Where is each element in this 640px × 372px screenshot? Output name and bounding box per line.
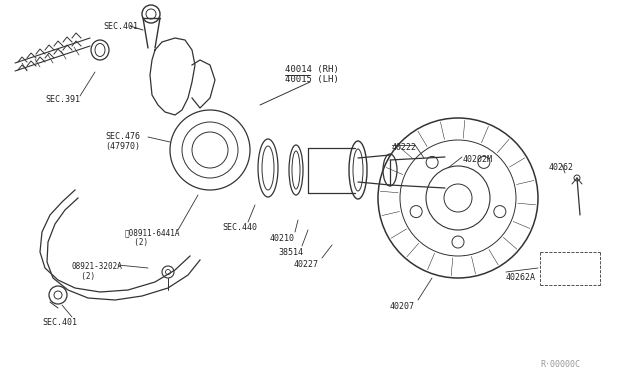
Text: SEC.401: SEC.401: [103, 22, 138, 31]
Text: ⓝ08911-6441A
  (2): ⓝ08911-6441A (2): [125, 228, 180, 247]
Text: SEC.401: SEC.401: [42, 318, 77, 327]
Text: R·00000C: R·00000C: [540, 360, 580, 369]
Text: 40210: 40210: [270, 234, 295, 243]
Text: 40202M: 40202M: [463, 155, 493, 164]
Text: 40227: 40227: [294, 260, 319, 269]
Text: 40262: 40262: [549, 163, 574, 172]
Text: SEC.440: SEC.440: [222, 223, 257, 232]
Text: 40262A: 40262A: [506, 273, 536, 282]
Text: 08921-3202A
  (2): 08921-3202A (2): [72, 262, 123, 281]
Text: 40222: 40222: [392, 143, 417, 152]
Text: 38514: 38514: [278, 248, 303, 257]
Text: 40014 (RH)
40015 (LH): 40014 (RH) 40015 (LH): [285, 65, 339, 84]
Text: SEC.476
(47970): SEC.476 (47970): [105, 132, 140, 151]
Text: SEC.391: SEC.391: [45, 95, 80, 104]
Text: 40207: 40207: [390, 302, 415, 311]
